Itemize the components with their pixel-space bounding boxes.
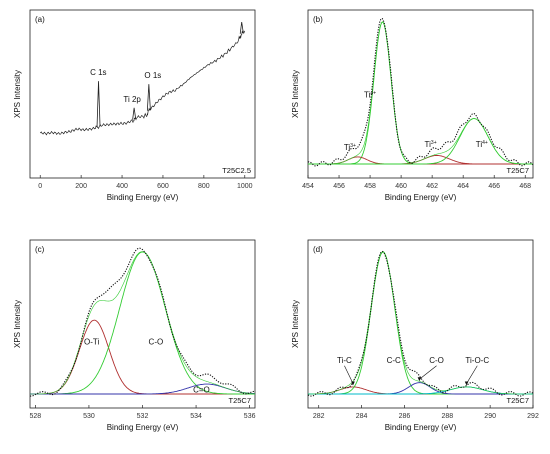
survey-peak <box>96 81 101 128</box>
fit-envelope-curve <box>308 21 533 165</box>
x-axis-label: Binding Energy (eV) <box>107 423 179 432</box>
panel-tag: (a) <box>35 15 45 24</box>
component-label: O-Ti <box>84 337 99 346</box>
x-tick-label: 0 <box>38 183 42 190</box>
annotation-arrowhead <box>464 381 469 386</box>
measured-spectrum-dotted <box>30 247 256 397</box>
panel-a: 0 200 400 600 800 1000 Binding Energy (eV) XPS … <box>13 9 256 202</box>
fit-envelope-curve <box>30 251 255 395</box>
component-label: Ti4+ <box>364 90 376 99</box>
x-tick-label: 464 <box>457 183 469 190</box>
sample-label: T25C7 <box>506 166 529 175</box>
x-tick-label: 288 <box>441 413 453 420</box>
component-label: C-O <box>429 356 444 365</box>
annotation-arrow <box>419 365 437 380</box>
annotation-arrowhead <box>417 377 422 382</box>
fit-envelope-curve <box>308 251 533 395</box>
component-label-superscript: 4+ <box>482 140 488 146</box>
annotation-arrow <box>344 365 354 384</box>
fit-component-curve <box>308 118 533 165</box>
x-tick-label: 462 <box>426 183 438 190</box>
survey-peak <box>132 107 137 120</box>
component-label: Ti3+ <box>344 143 356 152</box>
fit-component-curve <box>308 21 533 165</box>
x-tick-label: 456 <box>333 183 345 190</box>
x-tick-label: 468 <box>519 183 531 190</box>
peak-label: Ti 2p <box>123 95 141 104</box>
y-axis-label: XPS Intensity <box>291 70 300 118</box>
x-tick-label: 460 <box>395 183 407 190</box>
panel-b: 454 456 458 460 462 464 466 468 Binding Energy (… <box>291 9 534 202</box>
component-label: Ti4+ <box>476 140 488 149</box>
sample-label: T25C7 <box>506 396 529 405</box>
survey-peak <box>239 21 244 34</box>
x-tick-label: 200 <box>75 183 87 190</box>
panel-d: 282 284 286 288 290 292 Binding Energy (eV) XPS… <box>291 239 539 432</box>
x-tick-label: 532 <box>137 413 149 420</box>
y-axis-label: XPS Intensity <box>13 70 22 118</box>
sample-label: T25C7 <box>228 396 251 405</box>
component-label: C=O <box>193 386 210 395</box>
x-axis-label: Binding Energy (eV) <box>385 423 457 432</box>
y-axis-label: XPS Intensity <box>291 300 300 348</box>
annotation-arrow <box>466 365 478 384</box>
component-label: Ti-C <box>337 356 352 365</box>
x-tick-label: 286 <box>399 413 411 420</box>
component-label-superscript: 4+ <box>370 90 376 96</box>
measured-spectrum-dotted <box>307 17 534 167</box>
y-axis-label: XPS Intensity <box>13 300 22 348</box>
fit-component-curve <box>308 382 533 395</box>
fit-component-curve <box>308 251 533 395</box>
x-tick-label: 466 <box>488 183 500 190</box>
survey-peak <box>146 84 151 111</box>
x-tick-label: 454 <box>302 183 314 190</box>
x-tick-label: 284 <box>356 413 368 420</box>
fit-component-curve <box>30 383 255 395</box>
panel-tag: (c) <box>35 245 45 254</box>
panel-c: 528 530 532 534 536 Binding Energy (eV) XPS In… <box>13 239 256 432</box>
measured-spectrum-dotted <box>307 250 534 397</box>
x-tick-label: 282 <box>313 413 325 420</box>
component-label: Ti-O-C <box>465 356 489 365</box>
plot-frame <box>307 9 534 179</box>
panel-tag: (b) <box>313 15 323 24</box>
x-tick-label: 528 <box>30 413 42 420</box>
component-label: Ti3+ <box>425 140 437 149</box>
x-tick-label: 530 <box>83 413 95 420</box>
peak-label: C 1s <box>90 68 106 77</box>
x-tick-label: 600 <box>157 183 169 190</box>
plot-frame <box>307 239 534 409</box>
annotation-arrowhead <box>351 381 355 386</box>
component-label: C-C <box>387 356 401 365</box>
x-tick-label: 400 <box>116 183 128 190</box>
x-axis-label: Binding Energy (eV) <box>385 193 457 202</box>
x-tick-label: 1000 <box>237 183 253 190</box>
plot-frame <box>29 9 256 179</box>
survey-spectrum-line <box>39 30 246 136</box>
fit-component-curve <box>30 251 255 395</box>
component-label-superscript: 3+ <box>431 140 437 146</box>
x-tick-label: 800 <box>198 183 210 190</box>
panel-tag: (d) <box>313 245 323 254</box>
component-label-superscript: 3+ <box>350 143 356 149</box>
x-tick-label: 536 <box>244 413 256 420</box>
x-tick-label: 290 <box>484 413 496 420</box>
sample-label: T25C2.5 <box>222 166 251 175</box>
x-tick-label: 534 <box>190 413 202 420</box>
x-axis-label: Binding Energy (eV) <box>107 193 179 202</box>
component-label: C-O <box>149 337 164 346</box>
x-tick-label: 292 <box>527 413 539 420</box>
x-tick-label: 458 <box>364 183 376 190</box>
peak-label: O 1s <box>144 71 161 80</box>
